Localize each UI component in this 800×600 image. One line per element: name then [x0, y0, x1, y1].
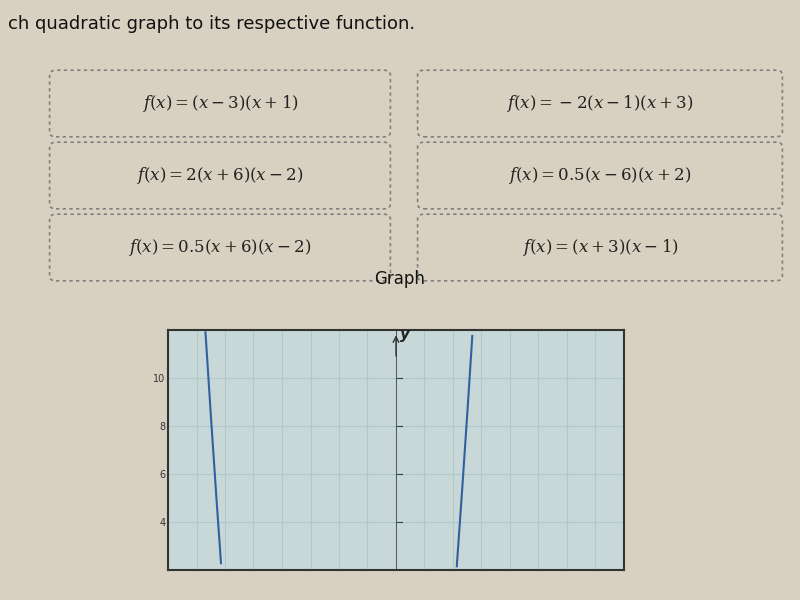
- Text: $f(x) = (x - 3)(x + 1)$: $f(x) = (x - 3)(x + 1)$: [142, 93, 298, 114]
- Text: $f(x) = (x + 3)(x - 1)$: $f(x) = (x + 3)(x - 1)$: [522, 237, 678, 258]
- Text: $f(x) = -2(x - 1)(x + 3)$: $f(x) = -2(x - 1)(x + 3)$: [506, 93, 694, 114]
- Text: Graph: Graph: [374, 270, 426, 288]
- Text: y: y: [399, 327, 410, 342]
- FancyBboxPatch shape: [50, 214, 390, 281]
- Text: $f(x) = 0.5(x + 6)(x - 2)$: $f(x) = 0.5(x + 6)(x - 2)$: [129, 237, 311, 258]
- FancyBboxPatch shape: [418, 70, 782, 137]
- FancyBboxPatch shape: [50, 142, 390, 209]
- FancyBboxPatch shape: [50, 70, 390, 137]
- FancyBboxPatch shape: [418, 214, 782, 281]
- FancyBboxPatch shape: [418, 142, 782, 209]
- Text: ch quadratic graph to its respective function.: ch quadratic graph to its respective fun…: [8, 15, 415, 33]
- Text: $f(x) = 2(x + 6)(x - 2)$: $f(x) = 2(x + 6)(x - 2)$: [136, 165, 304, 186]
- Text: $f(x) = 0.5(x - 6)(x + 2)$: $f(x) = 0.5(x - 6)(x + 2)$: [509, 165, 691, 186]
